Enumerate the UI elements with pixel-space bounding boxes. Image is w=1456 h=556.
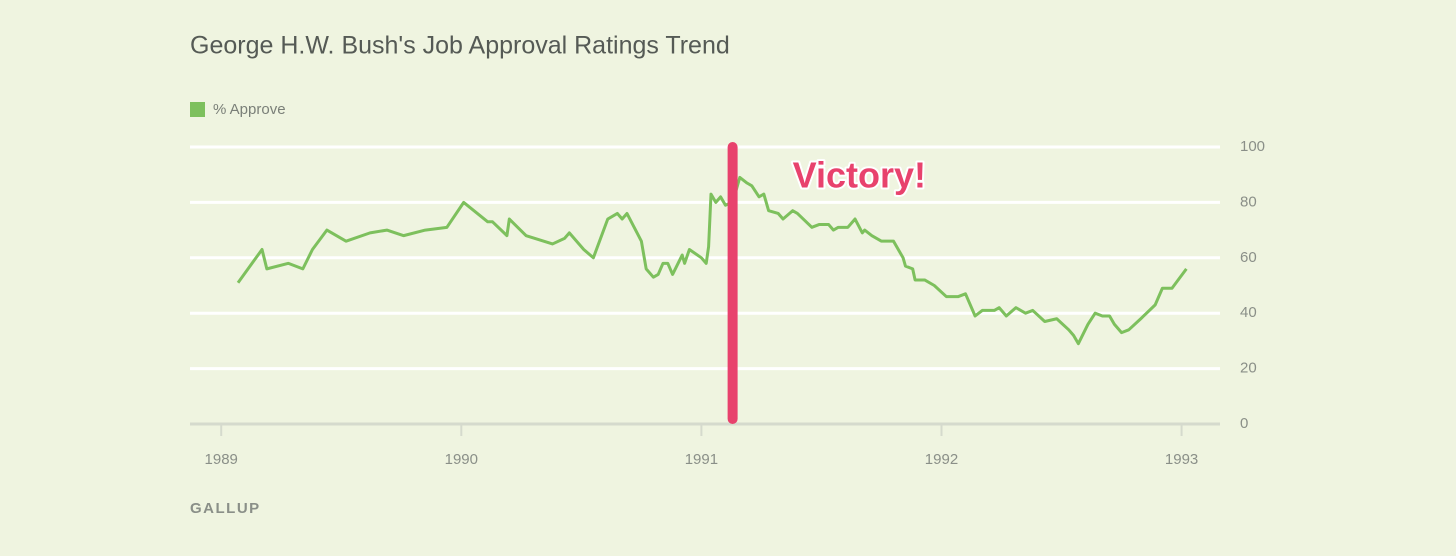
x-tick-label: 1991: [685, 451, 718, 468]
y-tick-label: 20: [1240, 360, 1257, 377]
approval-line: [236, 175, 1188, 346]
y-tick-label: 40: [1240, 304, 1257, 321]
source: GALLUP: [190, 500, 261, 517]
legend-swatch: [190, 102, 205, 117]
x-tick-label: 1993: [1165, 451, 1198, 468]
x-tick-label: 1989: [205, 451, 238, 468]
y-tick-label: 60: [1240, 249, 1257, 266]
y-tick-label: 0: [1240, 415, 1248, 432]
y-tick-label: 100: [1240, 138, 1265, 155]
chart-title: George H.W. Bush's Job Approval Ratings …: [190, 32, 730, 60]
legend-label: % Approve: [213, 101, 286, 118]
x-tick-label: 1990: [445, 451, 478, 468]
x-tick-label: 1992: [925, 451, 958, 468]
annotation-label: Victory!: [793, 155, 926, 196]
y-tick-label: 80: [1240, 193, 1257, 210]
